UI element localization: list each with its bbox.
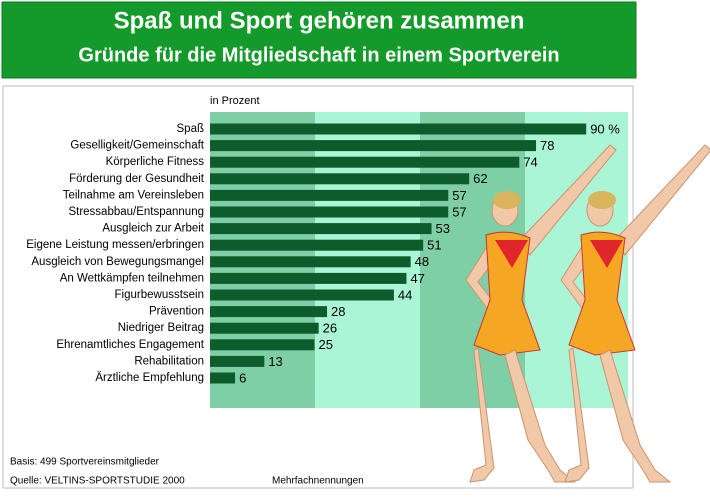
category-label: Figurbewusstsein xyxy=(115,289,204,301)
gymnast-figures xyxy=(465,144,710,483)
unit-label: in Prozent xyxy=(210,95,260,107)
value-label: 78 xyxy=(540,138,554,153)
value-label: 25 xyxy=(319,337,333,352)
category-label: Eigene Leistung messen/erbringen xyxy=(26,239,204,251)
category-label: Ehrenamtliches Engagement xyxy=(56,339,204,351)
value-label: 13 xyxy=(268,354,282,369)
value-label: 57 xyxy=(452,204,466,219)
category-label: Förderung der Gesundheit xyxy=(69,173,205,185)
value-label: 74 xyxy=(523,155,537,170)
category-label: Prävention xyxy=(149,306,204,318)
bar xyxy=(210,306,328,318)
value-label: 6 xyxy=(239,370,246,385)
category-label: Rehabilitation xyxy=(134,355,204,367)
category-label: Körperliche Fitness xyxy=(106,156,205,168)
value-label: 26 xyxy=(323,321,337,336)
category-label: Stressabbau/Entspannung xyxy=(68,206,204,218)
value-label: 28 xyxy=(331,304,345,319)
bar xyxy=(210,289,394,301)
bar xyxy=(210,372,236,384)
bar xyxy=(210,123,587,135)
value-label: 57 xyxy=(452,188,466,203)
chart-title: Spaß und Sport gehören zusammen xyxy=(114,7,525,34)
value-label: 90 % xyxy=(590,121,620,136)
bar xyxy=(210,256,411,268)
figure xyxy=(560,144,710,483)
bar xyxy=(210,355,265,367)
bar xyxy=(210,272,407,284)
bar xyxy=(210,156,520,168)
category-label: Ausgleich zur Arbeit xyxy=(102,223,204,235)
value-label: 47 xyxy=(410,271,424,286)
bar xyxy=(210,173,470,185)
bar xyxy=(210,339,315,351)
category-label: Ausgleich von Bewegungsmangel xyxy=(31,256,204,268)
figure xyxy=(465,144,617,483)
footnote: Quelle: VELTINS-SPORTSTUDIE 2000 xyxy=(10,476,185,487)
bar xyxy=(210,239,424,251)
value-label: 62 xyxy=(473,171,487,186)
value-label: 44 xyxy=(398,287,412,302)
bar xyxy=(210,206,449,218)
bar xyxy=(210,189,449,201)
bar xyxy=(210,322,319,334)
value-label: 48 xyxy=(415,254,429,269)
category-label: Ärztliche Empfehlung xyxy=(95,372,204,384)
value-label: 53 xyxy=(436,221,450,236)
value-label: 51 xyxy=(427,238,441,253)
category-label: Geselligkeit/Gemeinschaft xyxy=(70,140,204,152)
header xyxy=(1,1,637,79)
footnote: Basis: 499 Sportvereinsmitglieder xyxy=(10,457,160,468)
bar xyxy=(210,223,432,235)
category-label: Niedriger Beitrag xyxy=(118,322,204,334)
category-label: Teilnahme am Vereinsleben xyxy=(63,189,204,201)
category-label: Spaß xyxy=(177,123,205,135)
category-label: An Wettkämpfen teilnehmen xyxy=(60,272,204,284)
bar xyxy=(210,140,537,152)
chart-subtitle: Gründe für die Mitgliedschaft in einem S… xyxy=(78,44,559,66)
footnote: Mehrfachnennungen xyxy=(272,476,364,487)
